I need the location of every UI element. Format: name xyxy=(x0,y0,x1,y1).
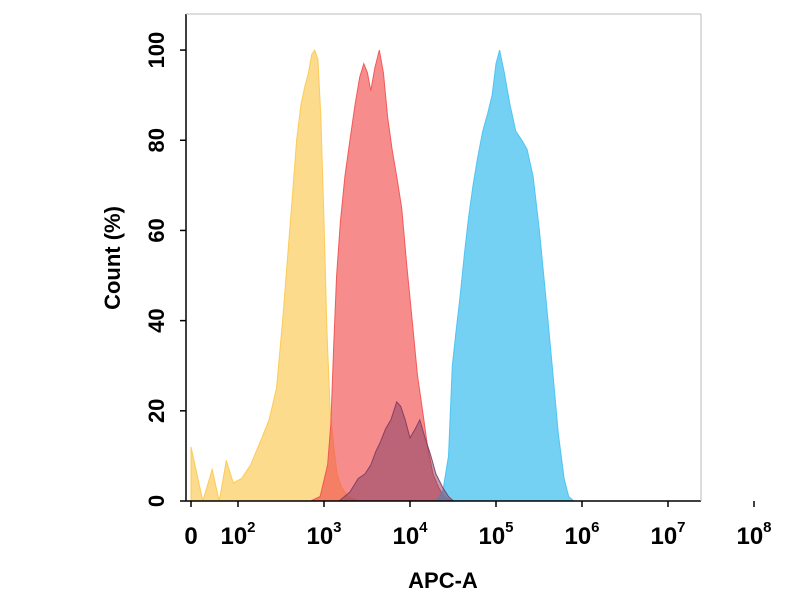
x-tick-label: 107 xyxy=(650,519,685,550)
y-tick-label: 60 xyxy=(144,218,169,242)
x-tick-label: 108 xyxy=(736,519,771,550)
x-tick-label: 105 xyxy=(478,519,513,550)
x-tick-label: 0 xyxy=(184,523,197,550)
y-axis-label: Count (%) xyxy=(100,206,125,310)
histogram-series-3 xyxy=(434,49,576,502)
y-tick-label: 40 xyxy=(144,308,169,332)
histogram-series-4 xyxy=(337,400,455,502)
y-tick-labels: 0 20 40 60 80 100 xyxy=(144,32,169,507)
y-tick-label: 20 xyxy=(144,399,169,423)
x-tick-label: 103 xyxy=(306,519,341,550)
x-tick-label: 106 xyxy=(564,519,599,550)
histogram-series-2 xyxy=(310,49,453,502)
x-tick-label: 102 xyxy=(220,519,255,550)
y-tick-label: 0 xyxy=(144,495,169,507)
x-tick-labels: 0 102 103 104 105 106 107 108 xyxy=(184,519,771,550)
plot-frame xyxy=(180,13,755,507)
y-tick-label: 100 xyxy=(144,32,169,69)
x-axis-label: APC-A xyxy=(408,568,478,593)
x-tick-label: 104 xyxy=(392,519,428,550)
series-layer xyxy=(190,48,576,502)
y-tick-label: 80 xyxy=(144,128,169,152)
